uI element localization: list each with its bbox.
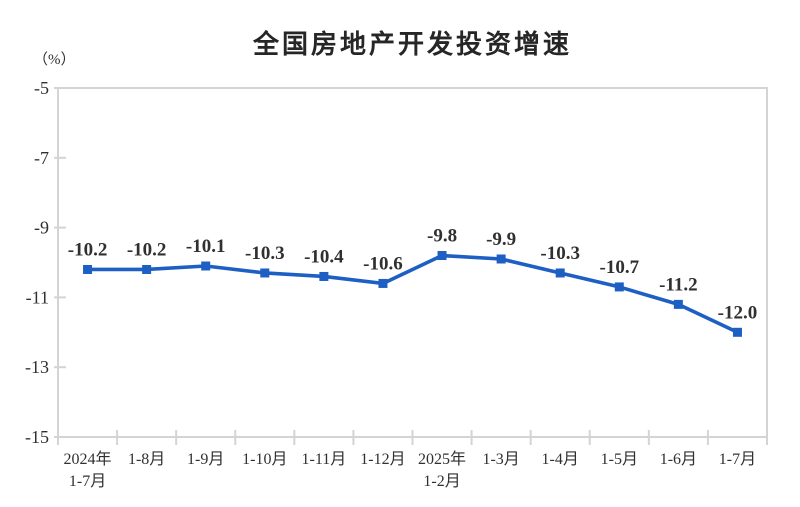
investment-growth-line [85, 253, 740, 335]
x-axis-category-label: 1-12月 [360, 451, 405, 468]
data-point-label: -10.6 [363, 253, 403, 274]
data-point-label: -10.2 [68, 239, 108, 260]
data-point-marker [614, 282, 624, 292]
data-point-marker [319, 271, 329, 281]
y-axis-tick-label: -9 [34, 218, 49, 238]
data-point-label: -10.2 [127, 239, 167, 260]
x-axis-category-label: 1-10月 [242, 451, 287, 468]
y-axis-tick-label: -7 [34, 148, 49, 168]
x-axis-category-label: 1-6月 [660, 451, 697, 468]
data-point-label: -12.0 [718, 302, 758, 323]
data-point-marker [555, 268, 565, 278]
y-axis-unit-label: （%） [33, 52, 76, 68]
data-point-marker [732, 327, 742, 337]
plot-border [57, 87, 768, 438]
x-axis-category-label: 1-11月 [302, 451, 347, 468]
x-axis-category-label: 1-4月 [542, 451, 579, 468]
data-point-label: -10.7 [600, 257, 640, 278]
data-point-marker [83, 264, 93, 274]
y-axis-tick-label: -5 [34, 78, 49, 98]
data-point-label: -9.8 [427, 226, 457, 247]
x-axis-category-label: 1-2月 [423, 473, 460, 490]
data-point-label: -10.1 [186, 236, 226, 257]
y-axis-tick-label: -11 [26, 287, 49, 307]
x-axis-category-label: 1-7月 [719, 451, 756, 468]
x-axis-category-label: 1-9月 [187, 451, 224, 468]
data-point-label: -10.3 [540, 243, 580, 264]
y-axis-tick-label: -13 [25, 357, 49, 377]
data-point-marker [201, 261, 211, 271]
data-point-marker [142, 264, 152, 274]
data-point-label: -10.4 [304, 246, 344, 267]
data-point-marker [437, 251, 447, 261]
data-point-marker [260, 268, 270, 278]
data-point-marker [378, 278, 388, 288]
chart-title: 全国房地产开发投资增速 [252, 29, 572, 59]
data-point-label: -10.3 [245, 243, 285, 264]
x-axis-category-label: 1-5月 [601, 451, 638, 468]
x-axis-category-label: 2024年 [64, 450, 112, 468]
data-point-marker [496, 254, 506, 264]
x-axis-category-label: 1-3月 [482, 451, 519, 468]
x-axis-category-label: 1-7月 [69, 473, 106, 490]
x-axis-category-label: 1-8月 [128, 451, 165, 468]
data-point-label: -11.2 [659, 274, 698, 295]
y-axis-tick-label: -15 [25, 427, 49, 447]
x-axis-category-label: 2025年 [418, 450, 466, 468]
data-point-marker [673, 299, 683, 309]
data-point-label: -9.9 [486, 229, 516, 250]
